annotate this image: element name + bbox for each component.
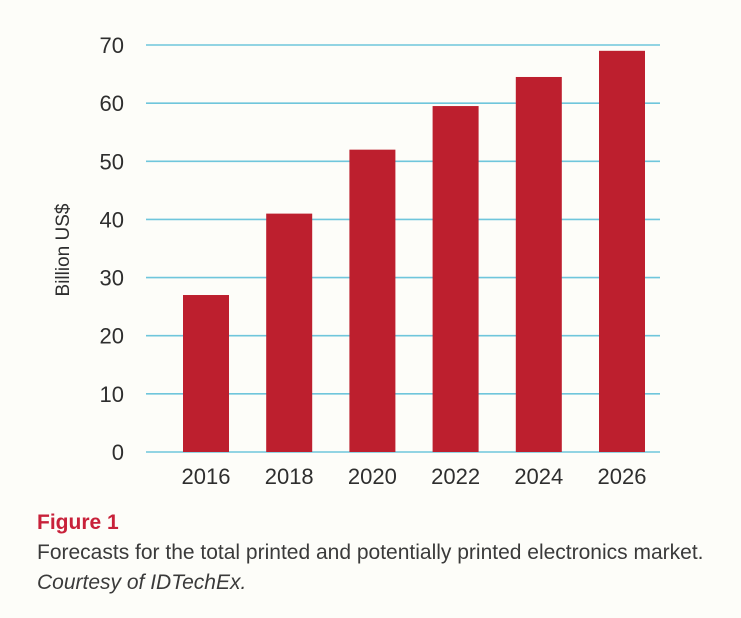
y-axis-title: Billion US$ xyxy=(53,203,74,296)
bar-2024 xyxy=(515,76,562,452)
figure-caption: Figure 1 Forecasts for the total printed… xyxy=(37,508,717,598)
figure-label: Figure 1 xyxy=(37,511,119,534)
y-tick-label: 10 xyxy=(100,382,124,407)
y-axis-ticks: 0 10 20 30 40 50 60 70 xyxy=(100,33,124,465)
x-tick-label: 2026 xyxy=(598,464,647,489)
y-tick-label: 50 xyxy=(100,149,124,174)
y-tick-label: 70 xyxy=(100,33,124,58)
y-tick-label: 40 xyxy=(100,207,124,232)
x-tick-label: 2022 xyxy=(431,464,480,489)
y-tick-label: 20 xyxy=(100,324,124,349)
x-axis-ticks: 2016 2018 2020 2022 2024 2026 xyxy=(182,464,647,489)
y-tick-label: 0 xyxy=(112,440,124,465)
x-tick-label: 2024 xyxy=(514,464,563,489)
x-tick-label: 2016 xyxy=(182,464,231,489)
bar-2022 xyxy=(432,106,479,453)
bars xyxy=(183,50,645,453)
bar-2016 xyxy=(183,295,229,452)
bar-2020 xyxy=(349,149,396,452)
x-tick-label: 2018 xyxy=(265,464,314,489)
bar-2026 xyxy=(599,50,645,453)
bar-2018 xyxy=(266,213,313,452)
y-tick-label: 60 xyxy=(100,91,124,116)
x-tick-label: 2020 xyxy=(348,464,397,489)
bar-chart: 0 10 20 30 40 50 60 70 2016 2018 2020 2022 2024 2026… xyxy=(53,33,660,489)
y-tick-label: 30 xyxy=(100,266,124,291)
figure-description: Forecasts for the total printed and pote… xyxy=(37,538,717,598)
figure-credit: Courtesy of IDTechEx. xyxy=(37,571,247,594)
gridlines xyxy=(146,44,660,453)
figure-description-text: Forecasts for the total printed and pote… xyxy=(37,541,704,564)
